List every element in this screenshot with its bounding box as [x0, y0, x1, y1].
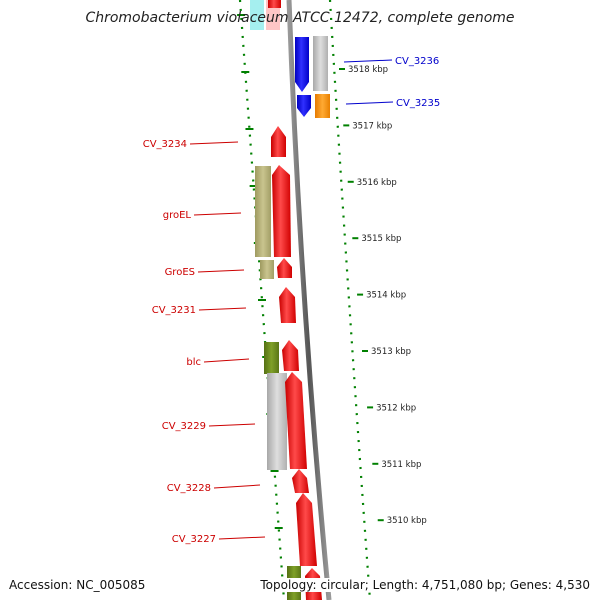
genome-backbone — [286, 0, 332, 600]
cog-groel — [255, 166, 271, 257]
label-leader-groes — [197, 269, 245, 273]
gene-label-cv-3236[interactable]: CV_3236 — [395, 56, 439, 67]
scale-tick-label: 3511 kbp — [381, 460, 421, 470]
label-leader-cv-3227 — [218, 536, 266, 540]
gene-label-cv-3235[interactable]: CV_3235 — [396, 98, 440, 109]
cog-cv-3229 — [267, 373, 287, 470]
label-leader-cv-3234 — [189, 141, 239, 145]
scale-tick-label: 3514 kbp — [366, 291, 406, 301]
label-leader-cv-3235 — [345, 101, 394, 105]
gene-label-cv-3228[interactable]: CV_3228 — [167, 483, 211, 494]
gene-cv-3231[interactable] — [279, 287, 296, 323]
scale-tick-label: 3518 kbp — [348, 65, 388, 75]
cog-groes — [260, 260, 274, 279]
scale-tick-label: 3515 kbp — [361, 234, 401, 244]
gene-cv-3236[interactable] — [295, 37, 309, 92]
forward-gene-labels: CV_3236 CV_3235 — [343, 56, 440, 109]
cog-cv-3235 — [315, 94, 330, 118]
gene-groes[interactable] — [277, 258, 292, 278]
gene-label-cv-3227[interactable]: CV_3227 — [172, 534, 216, 545]
label-leader-groel — [193, 212, 242, 216]
scale-tick-label: 3517 kbp — [352, 121, 392, 131]
gene-label-blc[interactable]: blc — [186, 357, 201, 368]
reverse-strand-genes[interactable] — [255, 126, 322, 600]
gene-cv-3227[interactable] — [296, 493, 317, 566]
gene-blc[interactable] — [282, 340, 299, 371]
cog-partial-cyan — [250, 0, 264, 30]
cog-cv-3236 — [313, 36, 328, 91]
gene-partial-top — [268, 0, 281, 8]
gene-cv-3234[interactable] — [271, 126, 286, 157]
forward-strand-genes[interactable] — [295, 36, 330, 118]
label-leader-cv-3228 — [213, 484, 261, 489]
gene-label-groes[interactable]: GroES — [165, 267, 195, 278]
accession-text: Accession: NC_005085 — [9, 578, 146, 592]
scale-tick-label: 3513 kbp — [371, 347, 411, 357]
gene-label-cv-3229[interactable]: CV_3229 — [162, 421, 206, 432]
gene-cv-3229[interactable] — [285, 372, 307, 469]
sequence-scale-ruler: 3518 kbp 3517 kbp 3516 kbp 3515 kbp 3514 kbp… — [339, 65, 427, 526]
top-partial-features — [250, 0, 281, 30]
gc-skew-outer-dotted-line — [328, 0, 372, 600]
scale-tick-label: 3510 kbp — [387, 516, 427, 526]
gene-label-cv-3231[interactable]: CV_3231 — [152, 305, 196, 316]
scale-tick-label: 3512 kbp — [376, 403, 416, 413]
gene-label-cv-3234[interactable]: CV_3234 — [143, 139, 187, 150]
gene-groel[interactable] — [272, 165, 291, 257]
label-leader-blc — [203, 358, 250, 363]
cog-blc — [264, 342, 279, 374]
gene-cv-3235[interactable] — [297, 95, 311, 117]
topology-text: Topology: circular; Length: 4,751,080 bp… — [260, 578, 590, 592]
label-leader-cv-3236 — [343, 59, 393, 63]
label-leader-cv-3229 — [208, 423, 256, 427]
gene-label-groel[interactable]: groEL — [163, 210, 192, 221]
reverse-gene-labels: CV_3234 groEL GroES CV_3231 blc CV_3229 … — [143, 139, 266, 545]
gene-cv-3228[interactable] — [292, 469, 309, 493]
genome-title: Chromobacterium violaceum ATCC 12472, co… — [85, 10, 515, 26]
scale-tick-label: 3516 kbp — [357, 178, 397, 188]
label-leader-cv-3231 — [198, 307, 247, 311]
